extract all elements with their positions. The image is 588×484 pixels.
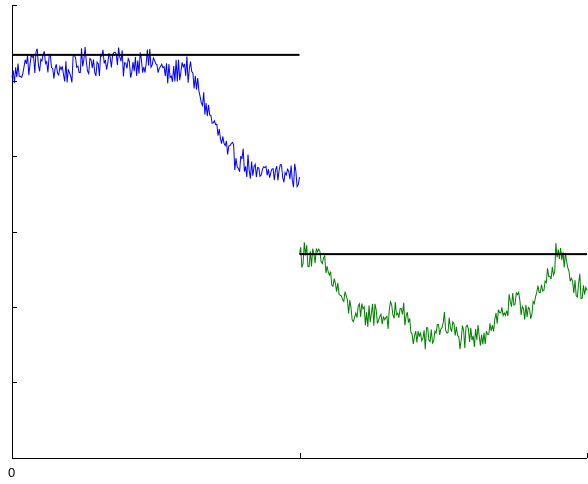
chart-axes xyxy=(12,5,588,459)
x-tick-label: 0 xyxy=(8,465,15,480)
series-line-2 xyxy=(299,242,588,350)
chart-series-layer xyxy=(11,46,588,350)
reference-lines-layer xyxy=(12,53,587,256)
series-line-1 xyxy=(11,46,300,189)
tick-labels-layer: 0 xyxy=(8,465,15,480)
